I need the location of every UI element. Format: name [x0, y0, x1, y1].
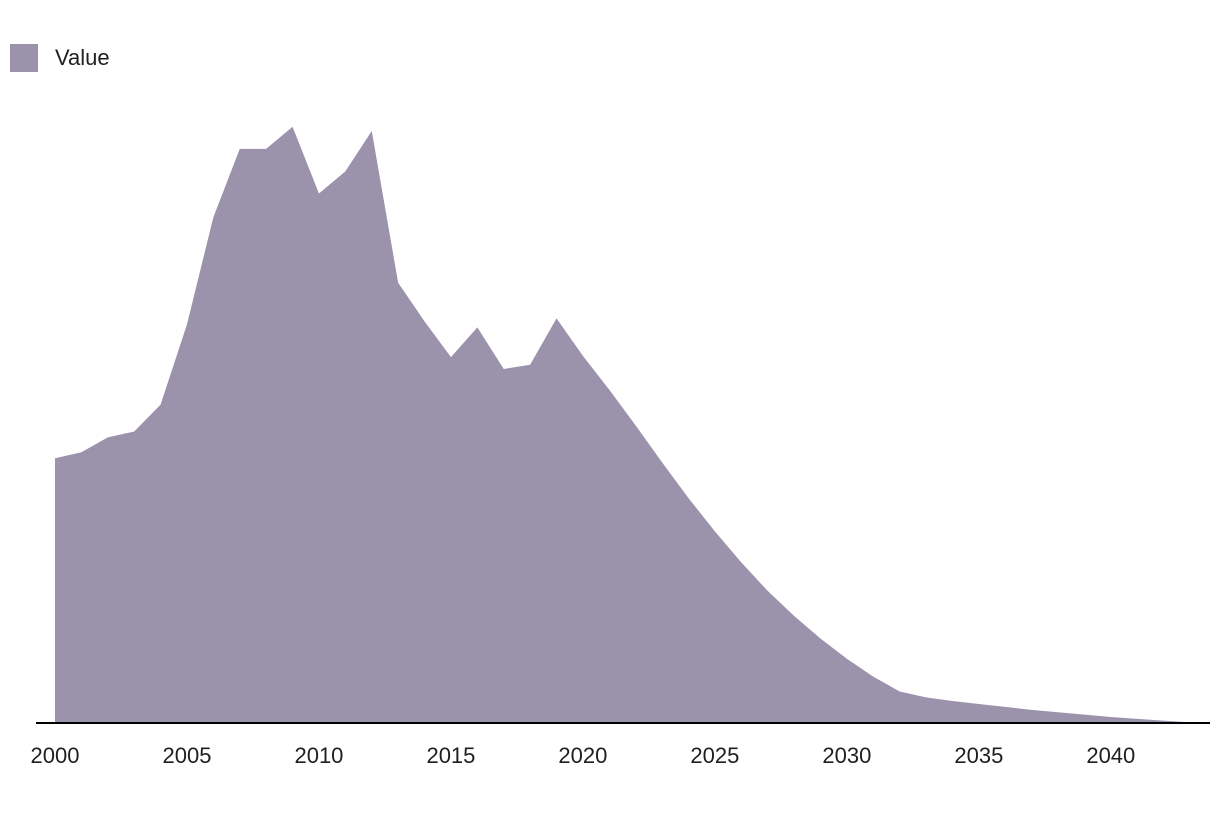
x-tick-label: 2025 — [690, 743, 739, 768]
legend-swatch — [10, 44, 38, 72]
x-tick-label: 2020 — [558, 743, 607, 768]
x-axis-ticks: 2000 2005 2010 2015 2020 2025 2030 2035 2040 — [31, 743, 1136, 768]
area-series-value — [55, 126, 1190, 723]
legend: Value — [10, 44, 110, 72]
x-tick-label: 2040 — [1086, 743, 1135, 768]
x-tick-label: 2015 — [426, 743, 475, 768]
x-tick-label: 2000 — [31, 743, 80, 768]
area-layer — [55, 126, 1190, 723]
x-tick-label: 2035 — [954, 743, 1003, 768]
x-tick-label: 2030 — [822, 743, 871, 768]
x-tick-label: 2010 — [294, 743, 343, 768]
legend-label: Value — [55, 45, 110, 70]
x-tick-label: 2005 — [163, 743, 212, 768]
